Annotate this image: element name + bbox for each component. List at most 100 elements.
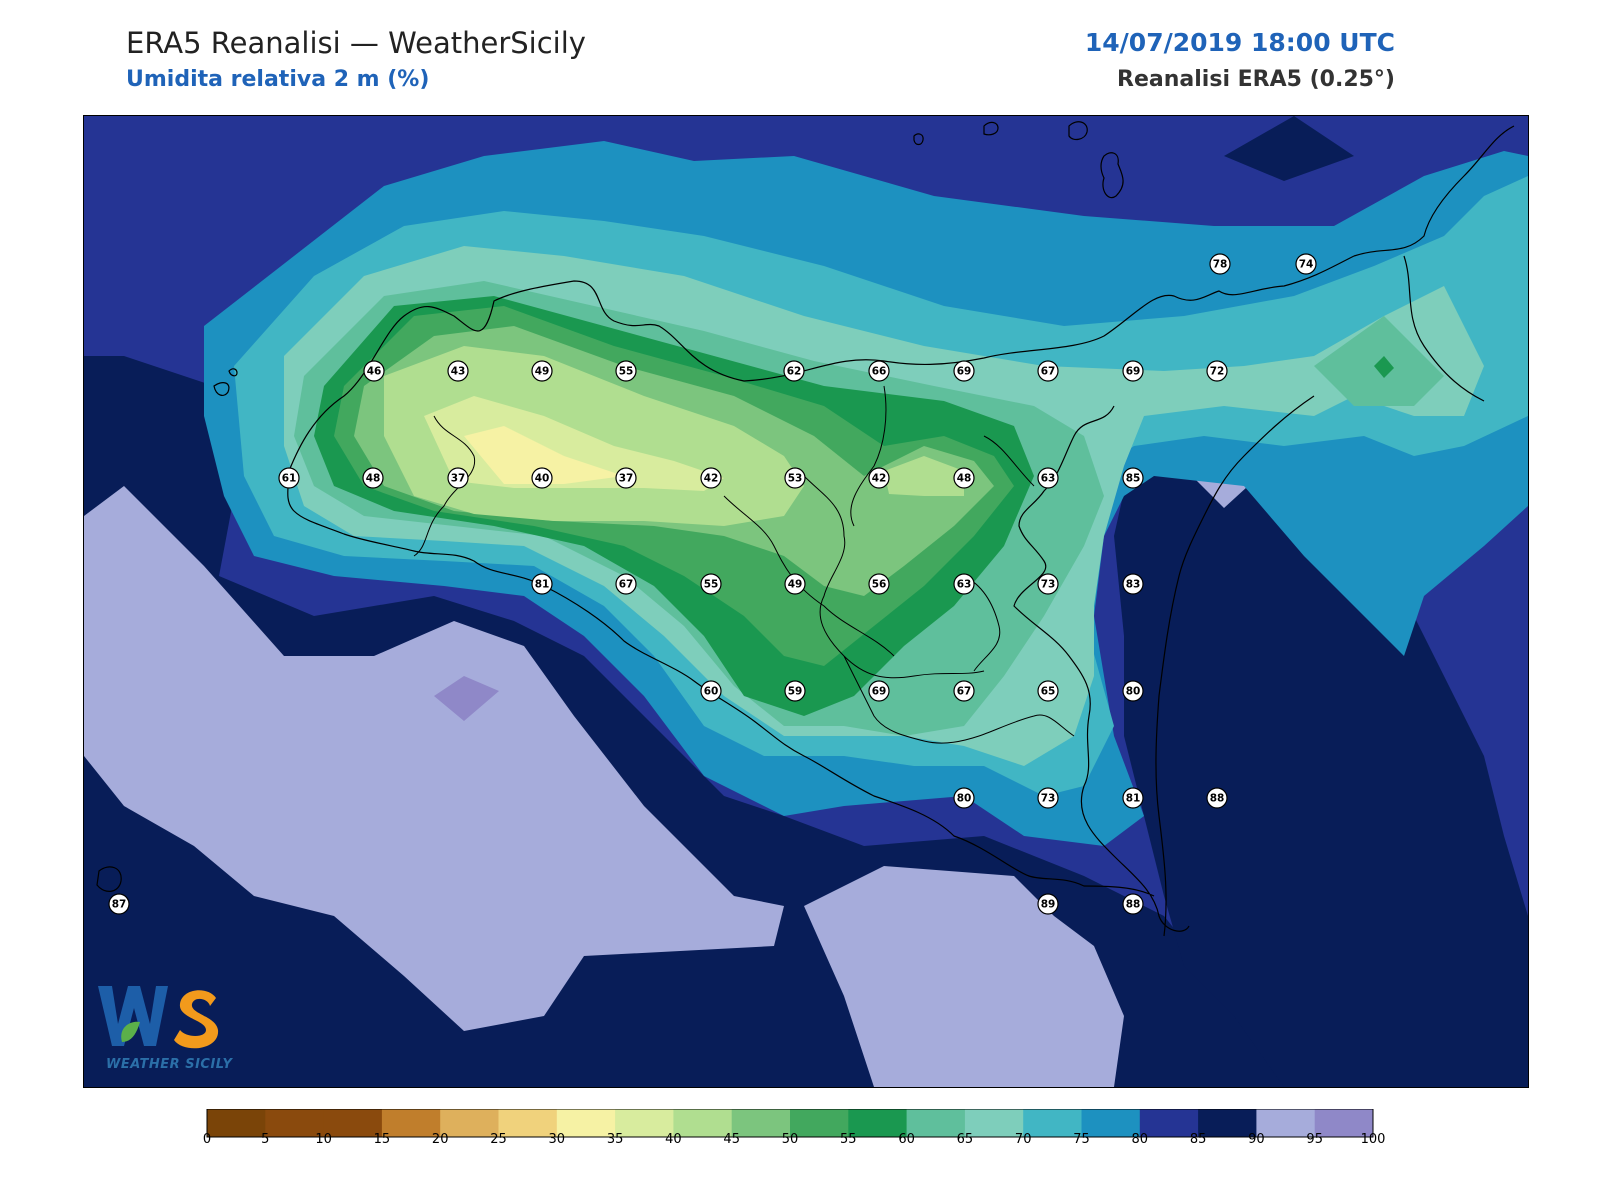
colorbar-tick-label: 35 xyxy=(607,1132,624,1147)
colorbar-swatch xyxy=(381,1109,441,1137)
station-value: 85 xyxy=(1126,473,1141,485)
data-source-label: Reanalisi ERA5 (0.25°) xyxy=(1117,67,1395,92)
station-value: 66 xyxy=(872,366,887,378)
station-marker: 42 xyxy=(868,467,890,489)
station-marker: 88 xyxy=(1122,893,1144,915)
station-circle xyxy=(868,360,890,382)
station-circle xyxy=(953,787,975,809)
station-value: 73 xyxy=(1041,579,1056,591)
colorbar-tick-label: 65 xyxy=(957,1132,974,1147)
station-marker: 59 xyxy=(784,680,806,702)
colorbar-swatch xyxy=(848,1109,908,1137)
station-marker: 48 xyxy=(953,467,975,489)
colorbar-tick-label: 20 xyxy=(432,1132,449,1147)
station-value: 53 xyxy=(788,473,803,485)
station-value: 63 xyxy=(957,579,972,591)
station-marker: 60 xyxy=(700,680,722,702)
colorbar-tick-label: 0 xyxy=(203,1132,211,1147)
station-circle xyxy=(108,893,130,915)
station-marker: 67 xyxy=(615,573,637,595)
station-value: 42 xyxy=(704,473,719,485)
colorbar-tick-label: 15 xyxy=(374,1132,391,1147)
station-marker: 73 xyxy=(1037,573,1059,595)
station-marker: 80 xyxy=(953,787,975,809)
island-egadi xyxy=(213,368,238,396)
station-marker: 55 xyxy=(700,573,722,595)
colorbar-tick-label: 55 xyxy=(840,1132,857,1147)
station-value: 56 xyxy=(872,579,887,591)
station-circle xyxy=(1122,787,1144,809)
station-circle xyxy=(1037,573,1059,595)
station-circle xyxy=(1295,253,1317,275)
station-value: 73 xyxy=(1041,793,1056,805)
weathersicily-logo: WEATHER SICILY xyxy=(98,986,233,1072)
station-marker: 55 xyxy=(615,360,637,382)
station-circle xyxy=(531,467,553,489)
colorbar-tick-label: 85 xyxy=(1190,1132,1207,1147)
station-marker: 67 xyxy=(1037,360,1059,382)
station-marker: 67 xyxy=(953,680,975,702)
station-circle xyxy=(700,680,722,702)
station-circle xyxy=(868,680,890,702)
colorbar-tick-label: 25 xyxy=(490,1132,507,1147)
island-ustica xyxy=(913,133,924,146)
contour-95-100-spot xyxy=(434,676,499,721)
station-marker: 63 xyxy=(953,573,975,595)
station-circle xyxy=(784,573,806,595)
station-circle xyxy=(784,680,806,702)
station-circle xyxy=(783,360,805,382)
colorbar-tick-label: 40 xyxy=(665,1132,682,1147)
station-marker: 81 xyxy=(1122,787,1144,809)
variable-subtitle: Umidita relativa 2 m (%) xyxy=(126,67,430,92)
colorbar-swatch xyxy=(323,1109,383,1137)
station-value: 46 xyxy=(367,366,382,378)
station-marker: 43 xyxy=(447,360,469,382)
colorbar-tick-label: 50 xyxy=(782,1132,799,1147)
station-circle xyxy=(953,360,975,382)
humidity-map: 78 74 46 43 49 55 62 66 69 67 69 72 61 48 37 40 37 42 53 42… xyxy=(83,115,1529,1088)
station-circle xyxy=(1037,787,1059,809)
station-value: 55 xyxy=(704,579,719,591)
colorbar-swatch xyxy=(1198,1109,1257,1137)
station-marker: 42 xyxy=(700,467,722,489)
station-marker: 89 xyxy=(1037,893,1059,915)
station-value: 61 xyxy=(282,473,297,485)
station-circle xyxy=(700,467,722,489)
station-marker: 81 xyxy=(531,573,553,595)
station-circle xyxy=(868,467,890,489)
station-marker: 46 xyxy=(363,360,385,382)
station-value: 37 xyxy=(451,473,466,485)
station-value: 81 xyxy=(1126,793,1141,805)
station-circle xyxy=(1037,893,1059,915)
station-value: 63 xyxy=(1041,473,1056,485)
station-value: 80 xyxy=(1126,686,1141,698)
station-value: 74 xyxy=(1299,259,1314,271)
station-marker: 74 xyxy=(1295,253,1317,275)
station-value: 81 xyxy=(535,579,550,591)
station-value: 37 xyxy=(619,473,634,485)
colorbar-swatch xyxy=(1256,1109,1316,1137)
colorbar-swatch xyxy=(498,1109,558,1137)
station-value: 59 xyxy=(788,686,803,698)
station-marker: 69 xyxy=(953,360,975,382)
valid-datetime: 14/07/2019 18:00 UTC xyxy=(1084,28,1395,57)
station-circle xyxy=(953,680,975,702)
station-value: 43 xyxy=(451,366,466,378)
station-value: 83 xyxy=(1126,579,1141,591)
colorbar-tick-label: 5 xyxy=(261,1132,269,1147)
station-value: 78 xyxy=(1213,259,1228,271)
station-marker: 40 xyxy=(531,467,553,489)
contour-40-45-east xyxy=(884,456,964,496)
colorbar-swatch xyxy=(1139,1109,1199,1137)
colorbar-swatches xyxy=(207,1109,1374,1137)
colorbar-tick-label: 95 xyxy=(1306,1132,1323,1147)
station-value: 49 xyxy=(535,366,550,378)
station-circle xyxy=(363,360,385,382)
station-marker: 66 xyxy=(868,360,890,382)
station-value: 48 xyxy=(957,473,972,485)
station-marker: 83 xyxy=(1122,573,1144,595)
station-marker: 80 xyxy=(1122,680,1144,702)
station-circle xyxy=(1206,360,1228,382)
station-circle xyxy=(278,467,300,489)
contour-90-95-west xyxy=(84,486,784,1031)
